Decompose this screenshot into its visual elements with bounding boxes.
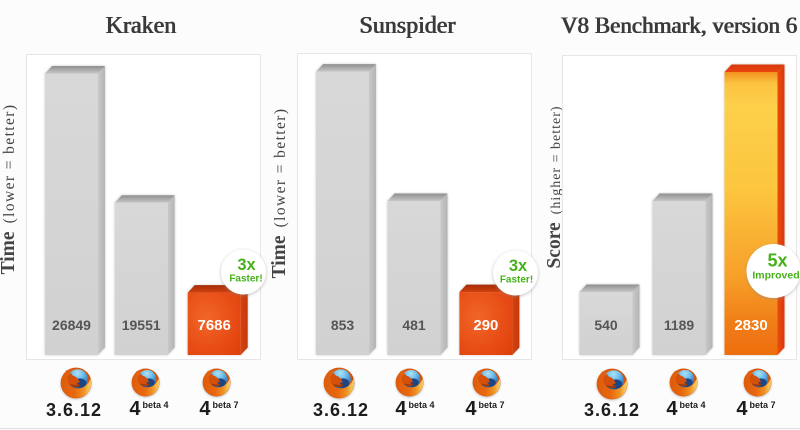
svg-text:290: 290: [473, 317, 498, 334]
svg-text:Improved: Improved: [752, 270, 799, 282]
svg-text:3x: 3x: [509, 257, 528, 275]
svg-text:Faster!: Faster!: [500, 275, 533, 286]
svg-text:481: 481: [402, 317, 426, 333]
svg-text:26849: 26849: [52, 317, 91, 333]
svg-text:19551: 19551: [122, 317, 161, 333]
svg-text:5x: 5x: [767, 251, 787, 271]
svg-text:7686: 7686: [198, 317, 231, 334]
svg-text:3x: 3x: [237, 256, 256, 274]
svg-text:1189: 1189: [664, 317, 695, 333]
svg-text:540: 540: [594, 317, 618, 333]
svg-text:2830: 2830: [734, 317, 767, 334]
svg-text:853: 853: [331, 317, 355, 333]
svg-text:Faster!: Faster!: [229, 274, 262, 285]
